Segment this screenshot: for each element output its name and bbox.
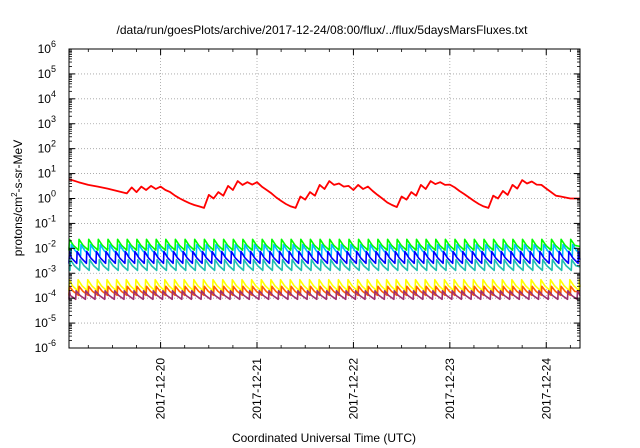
y-tick-label: 10-6 — [35, 338, 56, 355]
y-tick-label: 105 — [38, 64, 56, 81]
series-line-7 — [68, 289, 581, 301]
y-tick-exponent: 4 — [51, 89, 56, 99]
x-axis-label: Coordinated Universal Time (UTC) — [232, 431, 416, 445]
axis-ticks — [69, 48, 580, 349]
y-tick-label: 104 — [38, 89, 56, 106]
y-tick-exponent: 3 — [51, 114, 56, 124]
y-tick-exponent: 6 — [51, 39, 56, 49]
x-tick-labels: 2017-12-20 2017-12-21 2017-12-22 2017-12-23… — [154, 358, 554, 420]
y-tick-base: 10 — [38, 167, 52, 181]
series-line-3 — [68, 250, 581, 265]
y-tick-exponent: -6 — [48, 338, 56, 348]
y-tick-base: 10 — [38, 117, 52, 131]
chart-title: /data/run/goesPlots/archive/2017-12-24/0… — [117, 23, 529, 37]
y-axis-label-main: protons/cm — [11, 197, 25, 256]
x-tick-label: 2017-12-21 — [250, 358, 264, 420]
y-tick-exponent: 0 — [51, 189, 56, 199]
y-tick-exponent: 5 — [51, 64, 56, 74]
y-tick-exponent: -1 — [48, 213, 56, 223]
x-tick-label: 2017-12-23 — [443, 358, 457, 420]
series-line-0 — [68, 178, 580, 209]
y-tick-exponent: -3 — [48, 263, 56, 273]
x-tick-label: 2017-12-22 — [346, 358, 360, 420]
y-tick-label: 101 — [38, 164, 56, 181]
y-tick-base: 10 — [35, 241, 49, 255]
series-line-6 — [68, 285, 581, 297]
y-tick-exponent: -2 — [48, 238, 56, 248]
y-tick-exponent: -4 — [48, 288, 56, 298]
y-tick-base: 10 — [35, 266, 49, 280]
y-tick-label: 102 — [38, 139, 56, 156]
y-tick-base: 10 — [38, 42, 52, 56]
y-tick-label: 10-3 — [35, 263, 56, 280]
y-axis-label: protons/cm2-s-sr-MeV — [10, 140, 25, 256]
y-tick-base: 10 — [35, 291, 49, 305]
x-tick-label: 2017-12-20 — [154, 358, 168, 420]
y-axis-label-superscript: 2 — [10, 192, 19, 197]
y-tick-exponent: -5 — [48, 313, 56, 323]
series-line-1 — [68, 238, 581, 251]
grid — [69, 49, 580, 348]
y-tick-base: 10 — [35, 316, 49, 330]
y-axis-label-suffix: -s-sr-MeV — [11, 140, 25, 193]
y-tick-labels: 10-610-510-410-310-210-11001011021031041… — [35, 39, 56, 355]
x-tick-label: 2017-12-24 — [539, 358, 553, 420]
y-tick-base: 10 — [38, 92, 52, 106]
y-tick-label: 10-5 — [35, 313, 56, 330]
y-tick-label: 103 — [38, 114, 56, 131]
series-group — [68, 178, 581, 301]
y-tick-exponent: 1 — [51, 164, 56, 174]
y-tick-base: 10 — [38, 67, 52, 81]
y-tick-label: 10-4 — [35, 288, 56, 305]
y-tick-label: 100 — [38, 189, 56, 206]
y-tick-base: 10 — [38, 142, 52, 156]
y-tick-base: 10 — [38, 192, 52, 206]
y-tick-label: 10-1 — [35, 213, 56, 230]
y-tick-base: 10 — [35, 216, 49, 230]
y-tick-label: 10-2 — [35, 238, 56, 255]
series-line-4 — [68, 258, 581, 272]
series-line-2 — [68, 243, 581, 257]
y-tick-exponent: 2 — [51, 139, 56, 149]
y-tick-label: 106 — [38, 39, 56, 56]
y-tick-base: 10 — [35, 341, 49, 355]
series-line-5 — [68, 278, 581, 292]
